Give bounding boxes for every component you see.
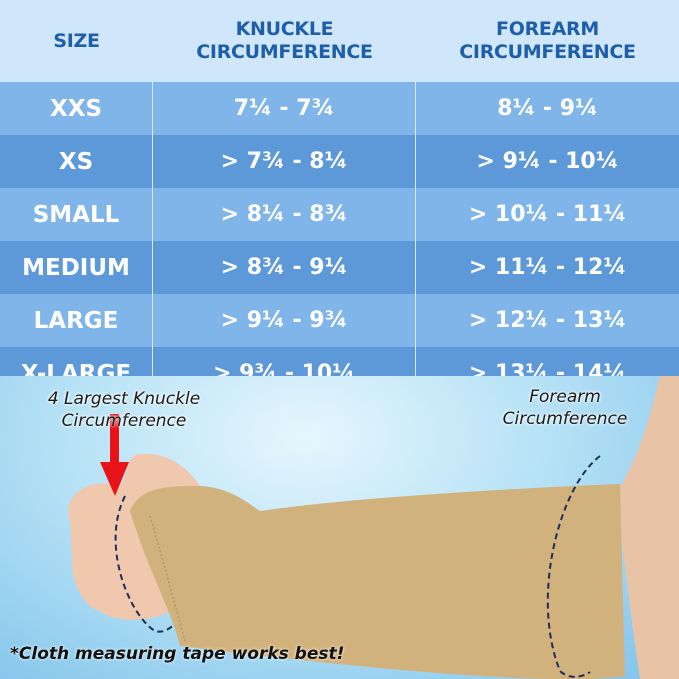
knuckle-cell: > 7¾ - 8¼ [153, 135, 416, 188]
size-cell: MEDIUM [0, 241, 153, 294]
knuckle-cell: 7¼ - 7¾ [153, 82, 416, 135]
size-cell: XXS [0, 82, 153, 135]
forearm-label-line2: Circumference [502, 409, 628, 429]
forearm-tape-icon [546, 455, 601, 678]
red-arrow-icon [100, 414, 129, 496]
header-knuckle-line1: KNUCKLE [235, 18, 334, 40]
table-row: XXS 7¼ - 7¾ 8¼ - 9¼ [0, 82, 679, 135]
knuckle-cell: > 8¼ - 8¾ [153, 188, 416, 241]
knuckle-cell: > 8¾ - 9¼ [153, 241, 416, 294]
knuckle-label-line1: 4 Largest Knuckle [47, 389, 201, 409]
forearm-cell: > 12¼ - 13¼ [468, 308, 627, 333]
table-row: XS > 7¾ - 8¼ > 9¼ - 10¼ [0, 135, 679, 188]
forearm-label-line1: Forearm [529, 387, 601, 407]
knuckle-label-line2: Circumference [61, 411, 187, 431]
header-knuckle: KNUCKLE CIRCUMFERENCE [153, 0, 416, 82]
size-cell: SMALL [0, 188, 153, 241]
glove-photo: 4 Largest Knuckle Circumference Forearm … [0, 376, 679, 679]
table-body: XXS 7¼ - 7¾ 8¼ - 9¼ XS > 7¾ - 8¼ > 9¼ - 10¼ … [0, 82, 679, 400]
header-size-text: SIZE [53, 29, 100, 52]
header-forearm-line1: FOREARM [496, 18, 599, 40]
size-cell: LARGE [0, 294, 153, 347]
header-forearm: FOREARM CIRCUMFERENCE [416, 0, 679, 82]
header-size: SIZE [0, 0, 153, 82]
header-forearm-line2: CIRCUMFERENCE [459, 41, 636, 63]
forearm-cell: 8¼ - 9¼ [497, 96, 598, 121]
knuckle-label: 4 Largest Knuckle Circumference [24, 388, 224, 432]
table-row: SMALL > 8¼ - 8¾ > 10¼ - 11¼ [0, 188, 679, 241]
knuckle-cell: > 9¼ - 9¾ [153, 294, 416, 347]
forearm-label: Forearm Circumference [480, 386, 650, 430]
glove-body [130, 484, 625, 679]
table-row: MEDIUM > 8¾ - 9¼ > 11¼ - 12¼ [0, 241, 679, 294]
header-knuckle-line2: CIRCUMFERENCE [196, 41, 373, 63]
table-row: LARGE > 9¼ - 9¾ > 12¼ - 13¼ [0, 294, 679, 347]
arm-illustration [68, 376, 679, 679]
forearm-cell: > 10¼ - 11¼ [468, 202, 627, 227]
knuckle-tape-icon [114, 495, 176, 633]
forearm-cell: > 11¼ - 12¼ [468, 255, 627, 280]
glove-seam [149, 515, 186, 642]
forearm-cell: > 9¼ - 10¼ [476, 149, 619, 174]
size-cell: XS [0, 135, 153, 188]
upper-arm [610, 376, 679, 679]
measuring-tip-note: *Cloth measuring tape works best! [10, 644, 345, 664]
table-header: SIZE KNUCKLE CIRCUMFERENCE FOREARM CIRCUMF… [0, 0, 679, 82]
